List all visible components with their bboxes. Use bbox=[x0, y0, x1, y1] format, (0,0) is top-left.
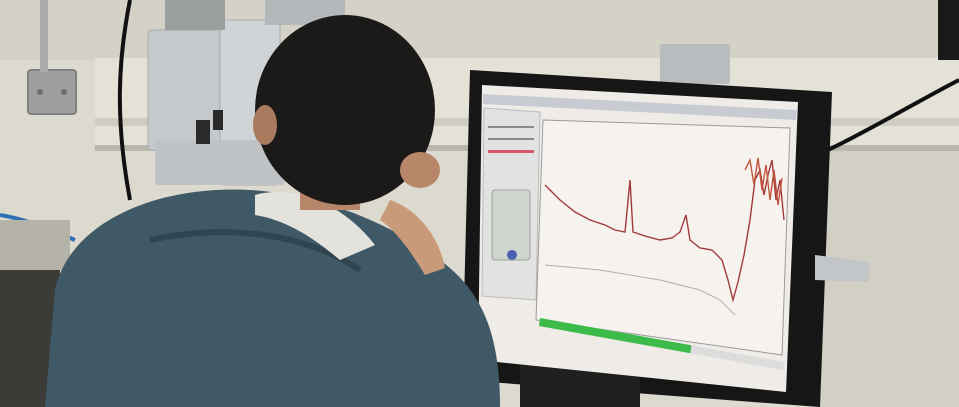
person-collar bbox=[255, 192, 375, 260]
conduit-pipe bbox=[40, 0, 48, 72]
spectrum-baseline bbox=[544, 264, 736, 316]
instrument-base bbox=[155, 140, 285, 185]
person-arm bbox=[380, 200, 445, 275]
electrical-box-screw bbox=[61, 89, 67, 95]
person-ear bbox=[400, 152, 440, 188]
side-panel-line bbox=[488, 138, 534, 140]
progress-fill bbox=[539, 318, 692, 354]
wall-corner-dark bbox=[938, 0, 959, 60]
side-panel-highlight bbox=[488, 150, 534, 153]
cable bbox=[117, 0, 132, 201]
person-head bbox=[255, 15, 435, 205]
spectrum-noise bbox=[744, 157, 783, 206]
bench-left bbox=[0, 220, 70, 270]
instrument-top bbox=[165, 0, 225, 30]
spectrum-trace bbox=[544, 159, 785, 303]
spectrum-plot-area bbox=[535, 119, 791, 356]
side-panel-icon bbox=[507, 250, 517, 260]
person-hoodie bbox=[45, 189, 500, 407]
side-panel-line bbox=[488, 126, 534, 128]
instrument-body bbox=[147, 29, 229, 151]
small-box bbox=[660, 44, 730, 84]
person-ear-left bbox=[253, 105, 277, 145]
electrical-box-screw bbox=[37, 89, 43, 95]
electrical-box bbox=[27, 69, 77, 115]
instrument-slot bbox=[196, 120, 210, 144]
instrument-slot bbox=[213, 110, 223, 130]
cable-right bbox=[827, 78, 959, 152]
side-panel-widget bbox=[491, 189, 531, 261]
screen-toolbar bbox=[483, 94, 797, 120]
wall-upper bbox=[0, 0, 959, 60]
shelf-bracket bbox=[815, 255, 870, 282]
